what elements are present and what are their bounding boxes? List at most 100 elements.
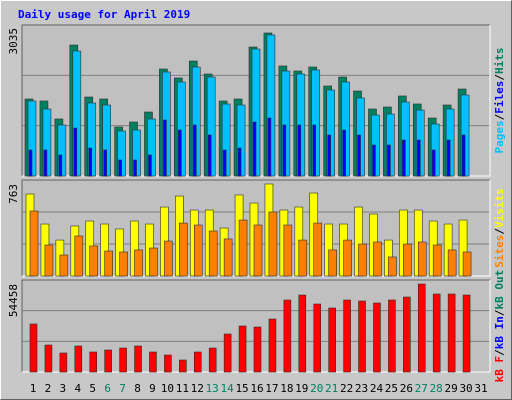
bar: [462, 251, 472, 277]
legend-entry: Visits: [493, 188, 506, 228]
x-tick-label: 5: [89, 382, 96, 395]
bar: [283, 299, 292, 373]
bar: [207, 134, 212, 177]
bar: [28, 149, 33, 177]
bar: [164, 354, 172, 373]
bar: [342, 129, 346, 177]
x-tick-label: 26: [400, 382, 413, 395]
legend-entry: kB F: [493, 356, 506, 383]
bar: [282, 124, 287, 177]
bar: [357, 134, 361, 177]
y-tick-label: 54458: [7, 284, 20, 317]
bar: [103, 149, 107, 177]
x-tick-label: 4: [74, 382, 81, 395]
bar: [149, 247, 158, 277]
bar: [268, 318, 277, 373]
bar: [312, 124, 317, 177]
x-tick-label: 14: [221, 382, 235, 395]
x-tick-label: 25: [385, 382, 398, 395]
bar: [44, 344, 53, 373]
legend-entry: Files: [493, 81, 506, 114]
bar: [447, 293, 456, 373]
bar: [59, 254, 69, 277]
bar: [119, 251, 128, 277]
plot-border: [22, 280, 491, 373]
bar: [148, 154, 152, 177]
bar: [343, 299, 351, 373]
bar: [402, 139, 406, 177]
bar: [388, 256, 397, 277]
bar: [297, 124, 302, 177]
bar: [403, 243, 412, 277]
bar: [313, 303, 322, 373]
legend-entry: Sites: [493, 235, 506, 268]
bar: [238, 325, 247, 373]
bar: [432, 293, 441, 373]
legend-entry: Pages: [493, 120, 506, 153]
legend: Pages/Files/Hits: [493, 48, 506, 154]
bar: [88, 147, 93, 177]
x-tick-label: 8: [134, 382, 141, 395]
bar: [208, 230, 218, 277]
x-tick-label: 22: [340, 382, 353, 395]
bar: [313, 222, 323, 277]
legend-separator: /: [493, 349, 506, 356]
bar: [252, 121, 257, 177]
bar: [298, 239, 308, 277]
x-tick-label: 16: [250, 382, 263, 395]
bar: [417, 283, 426, 373]
x-tick-label: 2: [45, 382, 52, 395]
bar: [74, 345, 83, 373]
legend: Sites/Visits: [493, 188, 506, 268]
x-tick-label: 13: [206, 382, 219, 395]
bar: [373, 302, 381, 373]
bar: [446, 139, 451, 177]
bar: [372, 144, 376, 177]
bar: [253, 326, 262, 373]
bar: [119, 347, 127, 373]
bar: [222, 149, 227, 177]
plot-border: [21, 279, 490, 372]
bar: [327, 134, 331, 177]
bar: [387, 144, 391, 177]
bar: [44, 244, 54, 277]
bar: [298, 294, 307, 373]
bar: [58, 154, 63, 177]
legend-entry: kB Out: [493, 270, 506, 310]
bar: [29, 323, 38, 373]
bar: [343, 239, 352, 277]
bar: [104, 349, 112, 373]
x-tick-label: 23: [355, 382, 368, 395]
bar: [134, 249, 143, 277]
x-tick-label: 11: [176, 382, 189, 395]
x-tick-label: 9: [149, 382, 156, 395]
bar: [238, 219, 248, 277]
bar: [416, 139, 421, 177]
bar: [373, 241, 382, 277]
bar: [432, 244, 442, 277]
x-tick-label: 12: [191, 382, 204, 395]
bar: [461, 134, 466, 177]
bar: [223, 333, 232, 373]
bar: [358, 243, 367, 277]
x-tick-label: 28: [430, 382, 443, 395]
x-tick-label: 24: [370, 382, 384, 395]
plot-border: [21, 24, 490, 176]
bar: [149, 351, 157, 373]
plot-border: [21, 179, 490, 276]
bar: [253, 224, 263, 277]
x-tick-label: 29: [445, 382, 458, 395]
bar: [193, 351, 202, 373]
bar: [193, 224, 203, 277]
bar: [192, 124, 197, 177]
bar: [43, 149, 48, 177]
x-tick-label: 1: [30, 382, 37, 395]
bar: [179, 222, 188, 277]
x-tick-label: 3: [60, 382, 67, 395]
bar: [163, 119, 167, 177]
x-tick-label: 27: [415, 382, 428, 395]
legend-entry: Hits: [493, 48, 506, 75]
legend-separator: /: [493, 309, 506, 316]
legend: kB F/kB In/kB Out: [493, 270, 506, 383]
